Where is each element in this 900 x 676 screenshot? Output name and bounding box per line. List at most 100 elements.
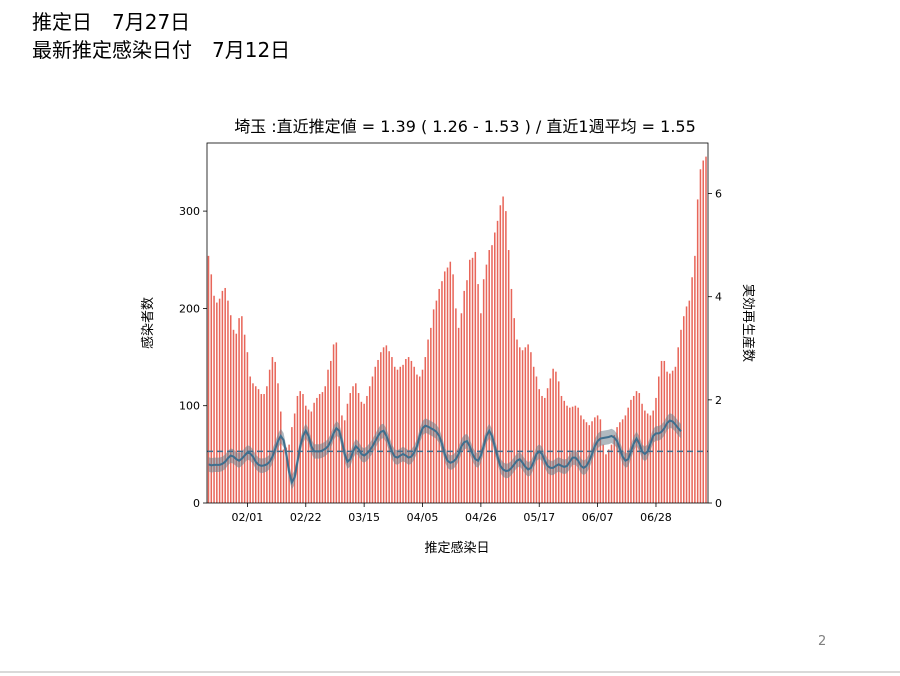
case-bar [555,371,557,503]
case-bar [330,360,332,503]
case-bar [257,389,260,503]
case-bar [521,350,524,503]
case-bar [507,250,510,503]
case-bar [343,420,346,503]
page-number: 2 [818,634,827,649]
case-bar [449,261,452,503]
case-bar [694,255,696,503]
x-tick-label: 06/28 [640,511,672,524]
case-bar [680,329,682,503]
case-bar [291,427,293,503]
case-bar [552,368,554,503]
case-bar [594,417,596,503]
case-bar [596,415,599,503]
case-bar [674,366,677,503]
case-bar [227,300,229,503]
rt-series [207,413,708,490]
case-bar [655,397,657,503]
case-bar [349,393,352,503]
case-bar [530,352,532,503]
case-bar [516,339,518,503]
y-axis-label: 感染者数 [140,297,156,349]
case-bar [399,366,402,503]
case-bar [513,318,515,503]
case-bar [207,255,210,503]
case-bar [271,357,274,503]
case-bar [346,403,349,503]
case-bar [252,383,254,503]
x-tick-label: 05/17 [523,511,555,524]
case-bar [669,373,671,503]
case-bar [410,360,413,503]
case-bar [671,370,674,503]
case-bar [535,376,538,503]
case-bar [488,250,490,503]
case-bar [229,315,232,503]
case-bar [696,199,699,503]
x-tick-label: 02/22 [290,511,322,524]
case-bar [213,295,215,503]
case-bar [266,386,268,503]
latest-infection-date-text: 最新推定感染日付 7月12日 [32,38,291,62]
case-bar [224,287,226,503]
case-bar [705,156,707,503]
case-bar [235,333,238,503]
case-bar [254,386,257,503]
case-bar [460,313,463,503]
case-bar [566,405,568,503]
case-bar [635,391,638,503]
case-bar [243,334,246,503]
y2-axis-label: 実効再生産数 [740,284,756,362]
case-bar [463,290,465,503]
bottom-divider [0,671,900,673]
case-bar [430,327,432,503]
case-bar [510,288,513,503]
case-bar [688,300,691,503]
case-bar [438,288,440,503]
case-bar [532,366,535,503]
case-bar [619,422,621,503]
case-bar [391,357,393,503]
plot-frame [206,142,709,504]
case-bar [402,364,404,503]
case-bar [246,352,249,503]
case-bar [560,395,563,503]
case-bar [549,378,552,503]
case-bar [546,388,549,503]
case-bar [599,419,602,503]
case-bar [649,415,652,503]
case-bar [524,347,527,503]
right-y-axis: 0 2 4 6 [708,188,722,510]
case-bar [471,257,474,503]
case-bar [310,411,313,503]
case-bar [232,329,235,503]
case-bar [327,369,329,503]
case-bar [699,169,702,503]
case-bar [616,427,618,503]
case-bar [613,434,616,503]
case-bar [519,347,521,503]
case-bar [502,196,504,503]
case-bar [457,327,460,503]
case-bar [446,267,449,503]
case-bar [455,308,457,503]
case-bar [466,280,468,503]
case-bar [652,410,654,503]
case-bar [296,395,299,503]
case-bar [396,369,399,503]
case-bar [505,211,507,504]
left-y-axis: 0 100 200 300 [179,205,207,510]
case-bar [393,366,396,503]
x-tick-label: 06/07 [582,511,614,524]
rt-line [208,419,682,486]
case-bar [341,415,343,503]
case-bar [474,251,477,503]
case-bar [421,369,424,503]
case-bar [302,394,304,503]
case-bar [416,374,418,503]
case-bar [263,394,265,503]
case-bar [666,371,668,503]
case-bar [238,318,240,503]
case-bar [702,160,704,503]
case-bar [544,397,546,503]
